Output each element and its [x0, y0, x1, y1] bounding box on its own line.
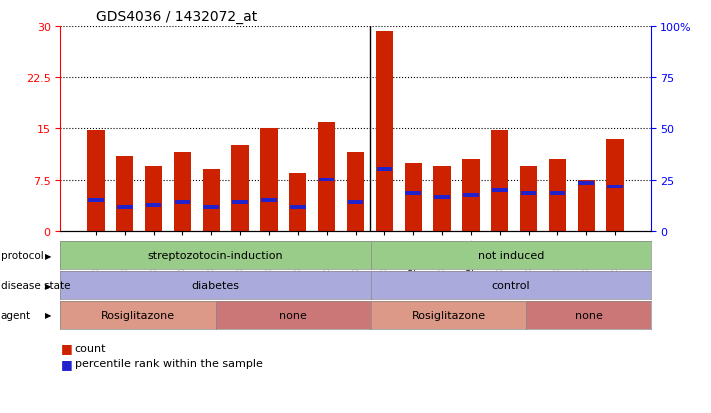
- Bar: [607, 185, 623, 189]
- Bar: [319, 178, 334, 182]
- Text: streptozotocin-induction: streptozotocin-induction: [148, 251, 284, 261]
- Text: not induced: not induced: [478, 251, 544, 261]
- Text: ▶: ▶: [45, 311, 51, 320]
- Bar: [375, 32, 393, 231]
- Bar: [377, 168, 392, 172]
- Bar: [232, 146, 249, 231]
- Bar: [492, 188, 508, 192]
- Bar: [348, 201, 363, 204]
- Text: ▶: ▶: [45, 281, 51, 290]
- Bar: [232, 201, 248, 204]
- Text: percentile rank within the sample: percentile rank within the sample: [75, 358, 262, 368]
- Bar: [577, 180, 595, 231]
- Text: GDS4036 / 1432072_at: GDS4036 / 1432072_at: [96, 10, 257, 24]
- Bar: [405, 192, 421, 196]
- Bar: [173, 153, 191, 231]
- Bar: [520, 166, 538, 231]
- Bar: [203, 170, 220, 231]
- Bar: [175, 201, 191, 204]
- Bar: [550, 192, 565, 196]
- Text: diabetes: diabetes: [192, 280, 240, 290]
- Bar: [318, 122, 336, 231]
- Bar: [463, 194, 479, 198]
- Text: ■: ■: [60, 341, 73, 354]
- Bar: [88, 199, 104, 202]
- Bar: [491, 131, 508, 231]
- Bar: [289, 173, 306, 231]
- Text: count: count: [75, 343, 106, 353]
- Text: disease state: disease state: [1, 280, 70, 290]
- Bar: [146, 204, 161, 207]
- Bar: [434, 166, 451, 231]
- Bar: [260, 129, 277, 231]
- Text: Rosiglitazone: Rosiglitazone: [412, 310, 486, 320]
- Bar: [606, 139, 624, 231]
- Bar: [117, 206, 132, 209]
- Bar: [203, 206, 219, 209]
- Bar: [145, 166, 162, 231]
- Bar: [87, 131, 105, 231]
- Bar: [579, 182, 594, 185]
- Bar: [549, 160, 566, 231]
- Bar: [520, 192, 536, 196]
- Text: agent: agent: [1, 310, 31, 320]
- Bar: [290, 206, 306, 209]
- Text: protocol: protocol: [1, 251, 43, 261]
- Text: ■: ■: [60, 357, 73, 370]
- Text: none: none: [574, 310, 602, 320]
- Text: ▶: ▶: [45, 251, 51, 260]
- Bar: [347, 153, 364, 231]
- Text: control: control: [491, 280, 530, 290]
- Bar: [261, 199, 277, 202]
- Bar: [462, 160, 479, 231]
- Bar: [405, 163, 422, 231]
- Bar: [116, 156, 134, 231]
- Bar: [434, 195, 450, 199]
- Text: none: none: [279, 310, 307, 320]
- Text: Rosiglitazone: Rosiglitazone: [101, 310, 175, 320]
